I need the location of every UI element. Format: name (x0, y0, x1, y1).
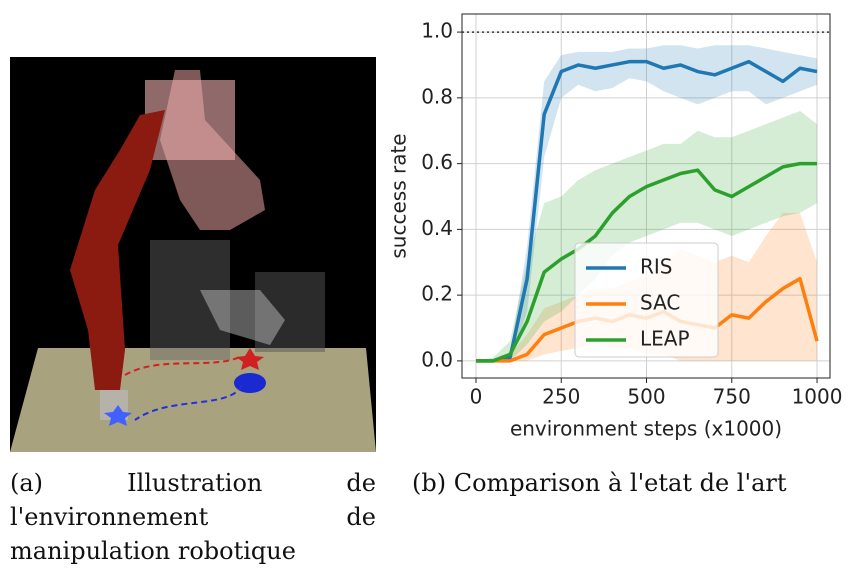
y-tick-label: 1.0 (421, 19, 453, 43)
y-tick-label: 0.0 (421, 347, 453, 371)
legend-label: SAC (640, 291, 680, 315)
ghost-box (255, 272, 325, 352)
legend: RIS SAC LEAP (574, 242, 719, 358)
y-tick-label: 0.4 (421, 216, 453, 240)
red-path (124, 356, 241, 376)
goal-star (236, 348, 264, 370)
y-axis-label: success rate (387, 133, 411, 258)
y-tick-label: 0.6 (421, 150, 453, 174)
caption-a: (a) Illustration de l'environnement de m… (10, 469, 376, 565)
ghost-gripper (200, 290, 285, 345)
caption-b: (b) Comparison à l'etat de l'art (412, 469, 787, 497)
start-star (104, 405, 132, 426)
y-tick-label: 0.2 (421, 282, 453, 306)
y-tick-label: 0.8 (421, 84, 453, 108)
legend-label: RIS (640, 255, 673, 279)
series-line (475, 161, 818, 363)
x-tick-label: 750 (713, 385, 751, 409)
robot-render (10, 57, 376, 452)
legend-box (574, 242, 719, 358)
legend-label: LEAP (640, 327, 690, 351)
chart: success rate environment steps (x1000) 0… (387, 13, 843, 441)
robot-arm (70, 110, 165, 390)
blue-path (134, 384, 243, 421)
series-line (475, 59, 818, 363)
confidence-band (475, 45, 818, 361)
puck (234, 373, 266, 393)
confidence-band (475, 111, 818, 361)
x-tick-label: 250 (542, 385, 580, 409)
x-tick-label: 1000 (792, 385, 843, 409)
ghost-base (150, 240, 230, 360)
x-tick-label: 500 (627, 385, 665, 409)
plot-frame (461, 13, 831, 379)
x-axis-label: environment steps (x1000) (510, 417, 782, 441)
x-tick-label: 0 (470, 385, 483, 409)
